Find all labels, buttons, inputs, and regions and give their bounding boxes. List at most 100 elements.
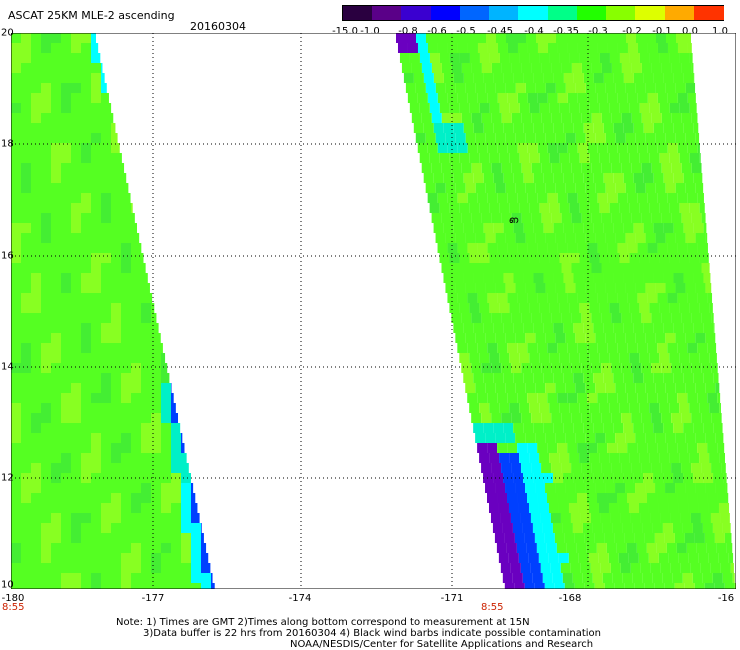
swath-cell (519, 203, 530, 213)
swath-cell (71, 183, 81, 193)
swath-cell (131, 343, 141, 353)
swath-cell (651, 413, 662, 423)
swath-cell (507, 143, 518, 153)
swath-cell (111, 123, 116, 133)
swath-cell (51, 173, 61, 183)
swath-cell (577, 143, 588, 153)
swath-cell (479, 403, 490, 413)
swath-cell (497, 443, 508, 453)
swath-cell (31, 323, 41, 333)
swath-cell (191, 553, 201, 563)
swath-cell (545, 233, 556, 243)
swath-cell (679, 453, 690, 463)
swath-cell (191, 533, 201, 543)
swath-cell (121, 453, 131, 463)
swath-cell (421, 63, 432, 73)
swath-cell (563, 123, 574, 133)
swath-cell (121, 343, 131, 353)
swath-cell (539, 403, 550, 413)
swath-cell (529, 453, 540, 463)
swath-cell (661, 113, 672, 123)
swath-cell (563, 173, 574, 183)
swath-cell (111, 483, 121, 493)
swath-cell (21, 393, 31, 403)
pass-time-left: 8:55 (2, 602, 25, 613)
swath-cell (11, 143, 21, 153)
swath-cell (397, 43, 408, 53)
footer-note-line2: 3)Data buffer is 22 hrs from 20160304 4)… (143, 628, 601, 639)
swath-cell (613, 373, 624, 383)
swath-cell (21, 73, 31, 83)
swath-cell (523, 223, 534, 233)
swath-cell (91, 583, 101, 589)
swath-cell (449, 53, 460, 63)
swath-cell (553, 323, 564, 333)
swath-cell (579, 253, 590, 263)
swath-cell (611, 63, 622, 73)
x-tick-label: -171 (440, 593, 464, 604)
swath-cell (111, 253, 121, 263)
swath-cell (31, 553, 41, 563)
swath-cell (111, 443, 121, 453)
swath-cell (692, 573, 703, 583)
swath-cell (71, 373, 81, 383)
swath-cell (161, 473, 171, 483)
swath-cell (41, 103, 51, 113)
swath-cell (21, 63, 31, 73)
swath-cell (659, 153, 670, 163)
swath-cell (151, 583, 161, 589)
swath-cell (732, 573, 735, 583)
swath-cell (131, 233, 140, 243)
swath-cell (661, 313, 672, 323)
swath-cell (687, 193, 698, 203)
swath-cell (481, 213, 492, 223)
swath-cell (21, 383, 31, 393)
swath-cell (61, 323, 71, 333)
swath-cell (31, 143, 41, 153)
swath-cell (587, 393, 598, 403)
swath-cell (457, 143, 468, 153)
swath-cell (621, 163, 632, 173)
swath-cell (475, 233, 486, 243)
swath-cell (11, 193, 21, 203)
swath-cell (627, 493, 638, 503)
swath-cell (81, 33, 91, 43)
swath-cell (51, 403, 61, 413)
swath-cell (471, 163, 482, 173)
swath-cell (529, 403, 540, 413)
swath-cell (543, 473, 554, 483)
swath-cell (61, 473, 71, 483)
swath-cell (645, 83, 656, 93)
swath-cell (643, 423, 654, 433)
swath-cell (501, 363, 512, 373)
swath-cell (81, 283, 91, 293)
swath-cell (607, 143, 618, 153)
swath-cell (693, 373, 704, 383)
swath-cell (437, 93, 448, 103)
swath-cell (653, 373, 664, 383)
swath-cell (111, 263, 121, 273)
swath-cell (555, 483, 566, 493)
swath-cell (101, 483, 111, 493)
swath-cell (517, 43, 528, 53)
swath-cell (21, 573, 31, 583)
swath-cell (679, 203, 690, 213)
swath-cell (71, 143, 81, 153)
swath-cell (605, 83, 616, 93)
swath-cell (423, 173, 434, 183)
swath-cell (703, 323, 714, 333)
swath-cell (71, 163, 81, 173)
swath-cell (161, 533, 171, 543)
swath-cell (61, 383, 71, 393)
swath-cell (181, 503, 191, 513)
swath-cell (453, 123, 464, 133)
swath-cell (617, 393, 628, 403)
swath-cell (111, 533, 121, 543)
swath-cell (463, 173, 474, 183)
swath-cell (611, 263, 622, 273)
swath-cell (61, 103, 71, 113)
swath-cell (191, 513, 200, 523)
swath-cell (514, 583, 525, 589)
y-tick-label: 18 (1, 138, 14, 150)
swath-cell (532, 523, 543, 533)
